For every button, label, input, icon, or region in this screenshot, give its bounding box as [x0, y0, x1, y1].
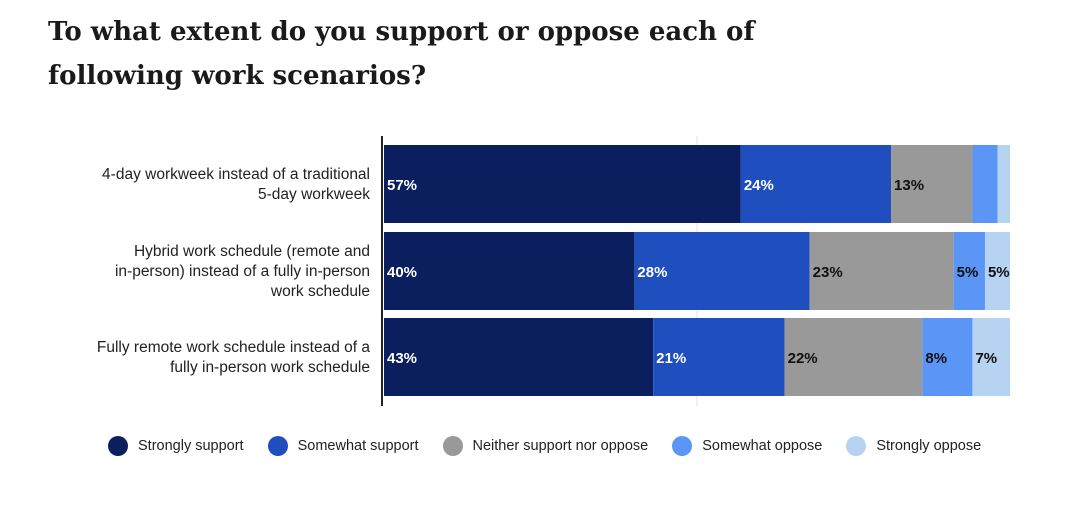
data-label: 5% [988, 264, 1010, 281]
bar-segment [653, 318, 785, 396]
bar-segment [972, 145, 998, 223]
data-label: 21% [656, 350, 686, 367]
legend-swatch [672, 436, 693, 456]
bar-segment [784, 318, 923, 396]
data-label: 24% [744, 177, 774, 194]
data-label: 22% [788, 350, 818, 367]
bar-segment [384, 232, 635, 310]
bar-segment [984, 232, 1010, 310]
bar-segment [740, 145, 892, 223]
data-label: 5% [957, 264, 979, 281]
bar-segment [384, 145, 741, 223]
legend-swatch [108, 436, 128, 456]
data-label: 40% [387, 264, 417, 281]
bar-segment [953, 232, 985, 310]
legend-item: Neither support nor oppose [442, 436, 649, 456]
data-label: 8% [925, 350, 947, 367]
legend-item: Somewhat oppose [672, 436, 822, 456]
data-label: 28% [637, 264, 667, 281]
bar-segment [891, 145, 973, 223]
bar-segment [972, 318, 1010, 396]
data-label: 23% [813, 264, 843, 281]
data-label: 57% [387, 177, 417, 194]
legend-swatch [846, 436, 867, 456]
chart-legend: Strongly support Somewhat support Neither … [108, 436, 1005, 456]
bar-segment [997, 145, 1010, 223]
category-label: Hybrid work schedule (remote and in-perso… [115, 243, 370, 300]
legend-label: Neither support nor oppose [472, 438, 649, 454]
data-label: 13% [894, 177, 924, 194]
legend-label: Strongly support [138, 438, 244, 454]
legend-label: Strongly oppose [876, 438, 982, 454]
legend-item: Somewhat support [267, 436, 419, 456]
bar-segment [634, 232, 810, 310]
category-label: 4-day workweek instead of a traditional 5… [102, 166, 370, 203]
bar-segment [922, 318, 973, 396]
legend-swatch [442, 436, 463, 456]
legend-item: Strongly support [108, 436, 244, 456]
bar-segment [384, 318, 654, 396]
legend-label: Somewhat oppose [702, 438, 823, 454]
legend-item: Strongly oppose [846, 436, 981, 456]
data-label: 43% [387, 350, 417, 367]
chart-title: To what extent do you support or oppose … [48, 17, 755, 91]
legend-swatch [267, 436, 288, 456]
legend-label: Somewhat support [297, 438, 419, 454]
data-label: 7% [975, 350, 997, 367]
bar-segment [809, 232, 954, 310]
